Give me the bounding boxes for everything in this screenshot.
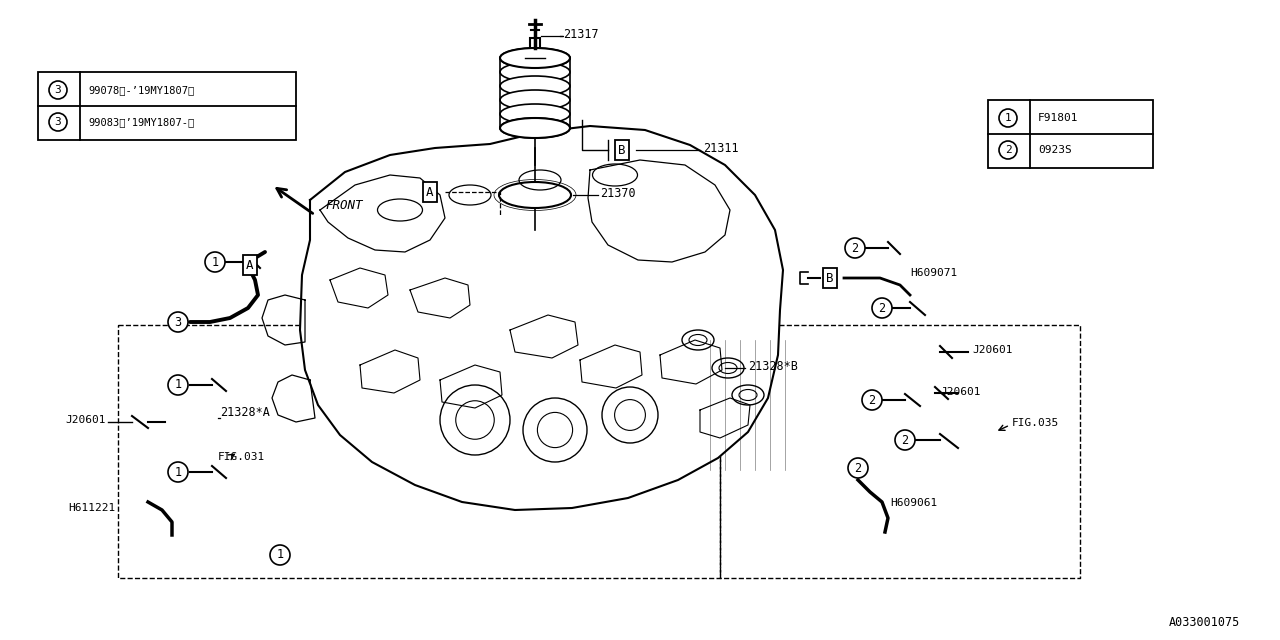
Circle shape	[205, 252, 225, 272]
Text: 3: 3	[55, 117, 61, 127]
Bar	[988, 100, 1153, 168]
Text: FIG.031: FIG.031	[218, 452, 265, 462]
Circle shape	[168, 375, 188, 395]
Text: 3: 3	[174, 316, 182, 328]
Text: J20601: J20601	[65, 415, 105, 425]
Text: 1: 1	[211, 255, 219, 269]
Circle shape	[849, 458, 868, 478]
Text: H609071: H609071	[910, 268, 957, 278]
Circle shape	[168, 312, 188, 332]
Circle shape	[872, 298, 892, 318]
Text: J20601: J20601	[972, 345, 1012, 355]
Text: A: A	[426, 186, 434, 198]
Ellipse shape	[500, 62, 570, 82]
Ellipse shape	[500, 90, 570, 110]
Text: 1: 1	[174, 378, 182, 392]
Text: FRONT: FRONT	[325, 198, 362, 211]
Text: 2: 2	[878, 301, 886, 314]
Text: 1: 1	[276, 548, 284, 561]
Text: A033001075: A033001075	[1169, 616, 1240, 628]
Text: FIG.035: FIG.035	[1012, 418, 1060, 428]
Bar	[530, 38, 540, 50]
Ellipse shape	[500, 104, 570, 124]
Text: A: A	[246, 259, 253, 271]
Ellipse shape	[500, 76, 570, 96]
Text: B: B	[827, 271, 833, 285]
Ellipse shape	[500, 48, 570, 68]
Text: 21311: 21311	[703, 141, 739, 154]
Circle shape	[270, 545, 291, 565]
Text: 21317: 21317	[563, 28, 599, 40]
Circle shape	[998, 109, 1018, 127]
Text: H611221: H611221	[68, 503, 115, 513]
Circle shape	[49, 113, 67, 131]
Text: 3: 3	[55, 85, 61, 95]
Circle shape	[998, 141, 1018, 159]
Bar	[38, 72, 296, 140]
Text: 0923S: 0923S	[1038, 145, 1071, 155]
Text: F91801: F91801	[1038, 113, 1079, 123]
Text: 21328*A: 21328*A	[220, 406, 270, 419]
Text: 2: 2	[1005, 145, 1011, 155]
Text: 99083（’19MY1807-）: 99083（’19MY1807-）	[88, 117, 195, 127]
Text: 2: 2	[868, 394, 876, 406]
Text: 2: 2	[851, 241, 859, 255]
Circle shape	[861, 390, 882, 410]
Text: 21370: 21370	[600, 186, 636, 200]
Ellipse shape	[500, 48, 570, 68]
Ellipse shape	[500, 118, 570, 138]
Text: 2: 2	[855, 461, 861, 474]
Text: 1: 1	[174, 465, 182, 479]
Text: 99078（-’19MY1807）: 99078（-’19MY1807）	[88, 85, 195, 95]
Text: 2: 2	[901, 433, 909, 447]
Circle shape	[49, 81, 67, 99]
Text: B: B	[618, 143, 626, 157]
Text: 21328*B: 21328*B	[748, 360, 797, 372]
Text: 1: 1	[1005, 113, 1011, 123]
Circle shape	[895, 430, 915, 450]
Circle shape	[845, 238, 865, 258]
Circle shape	[168, 462, 188, 482]
Polygon shape	[300, 126, 783, 510]
Ellipse shape	[500, 118, 570, 138]
Text: H609061: H609061	[890, 498, 937, 508]
Text: J20601: J20601	[940, 387, 980, 397]
